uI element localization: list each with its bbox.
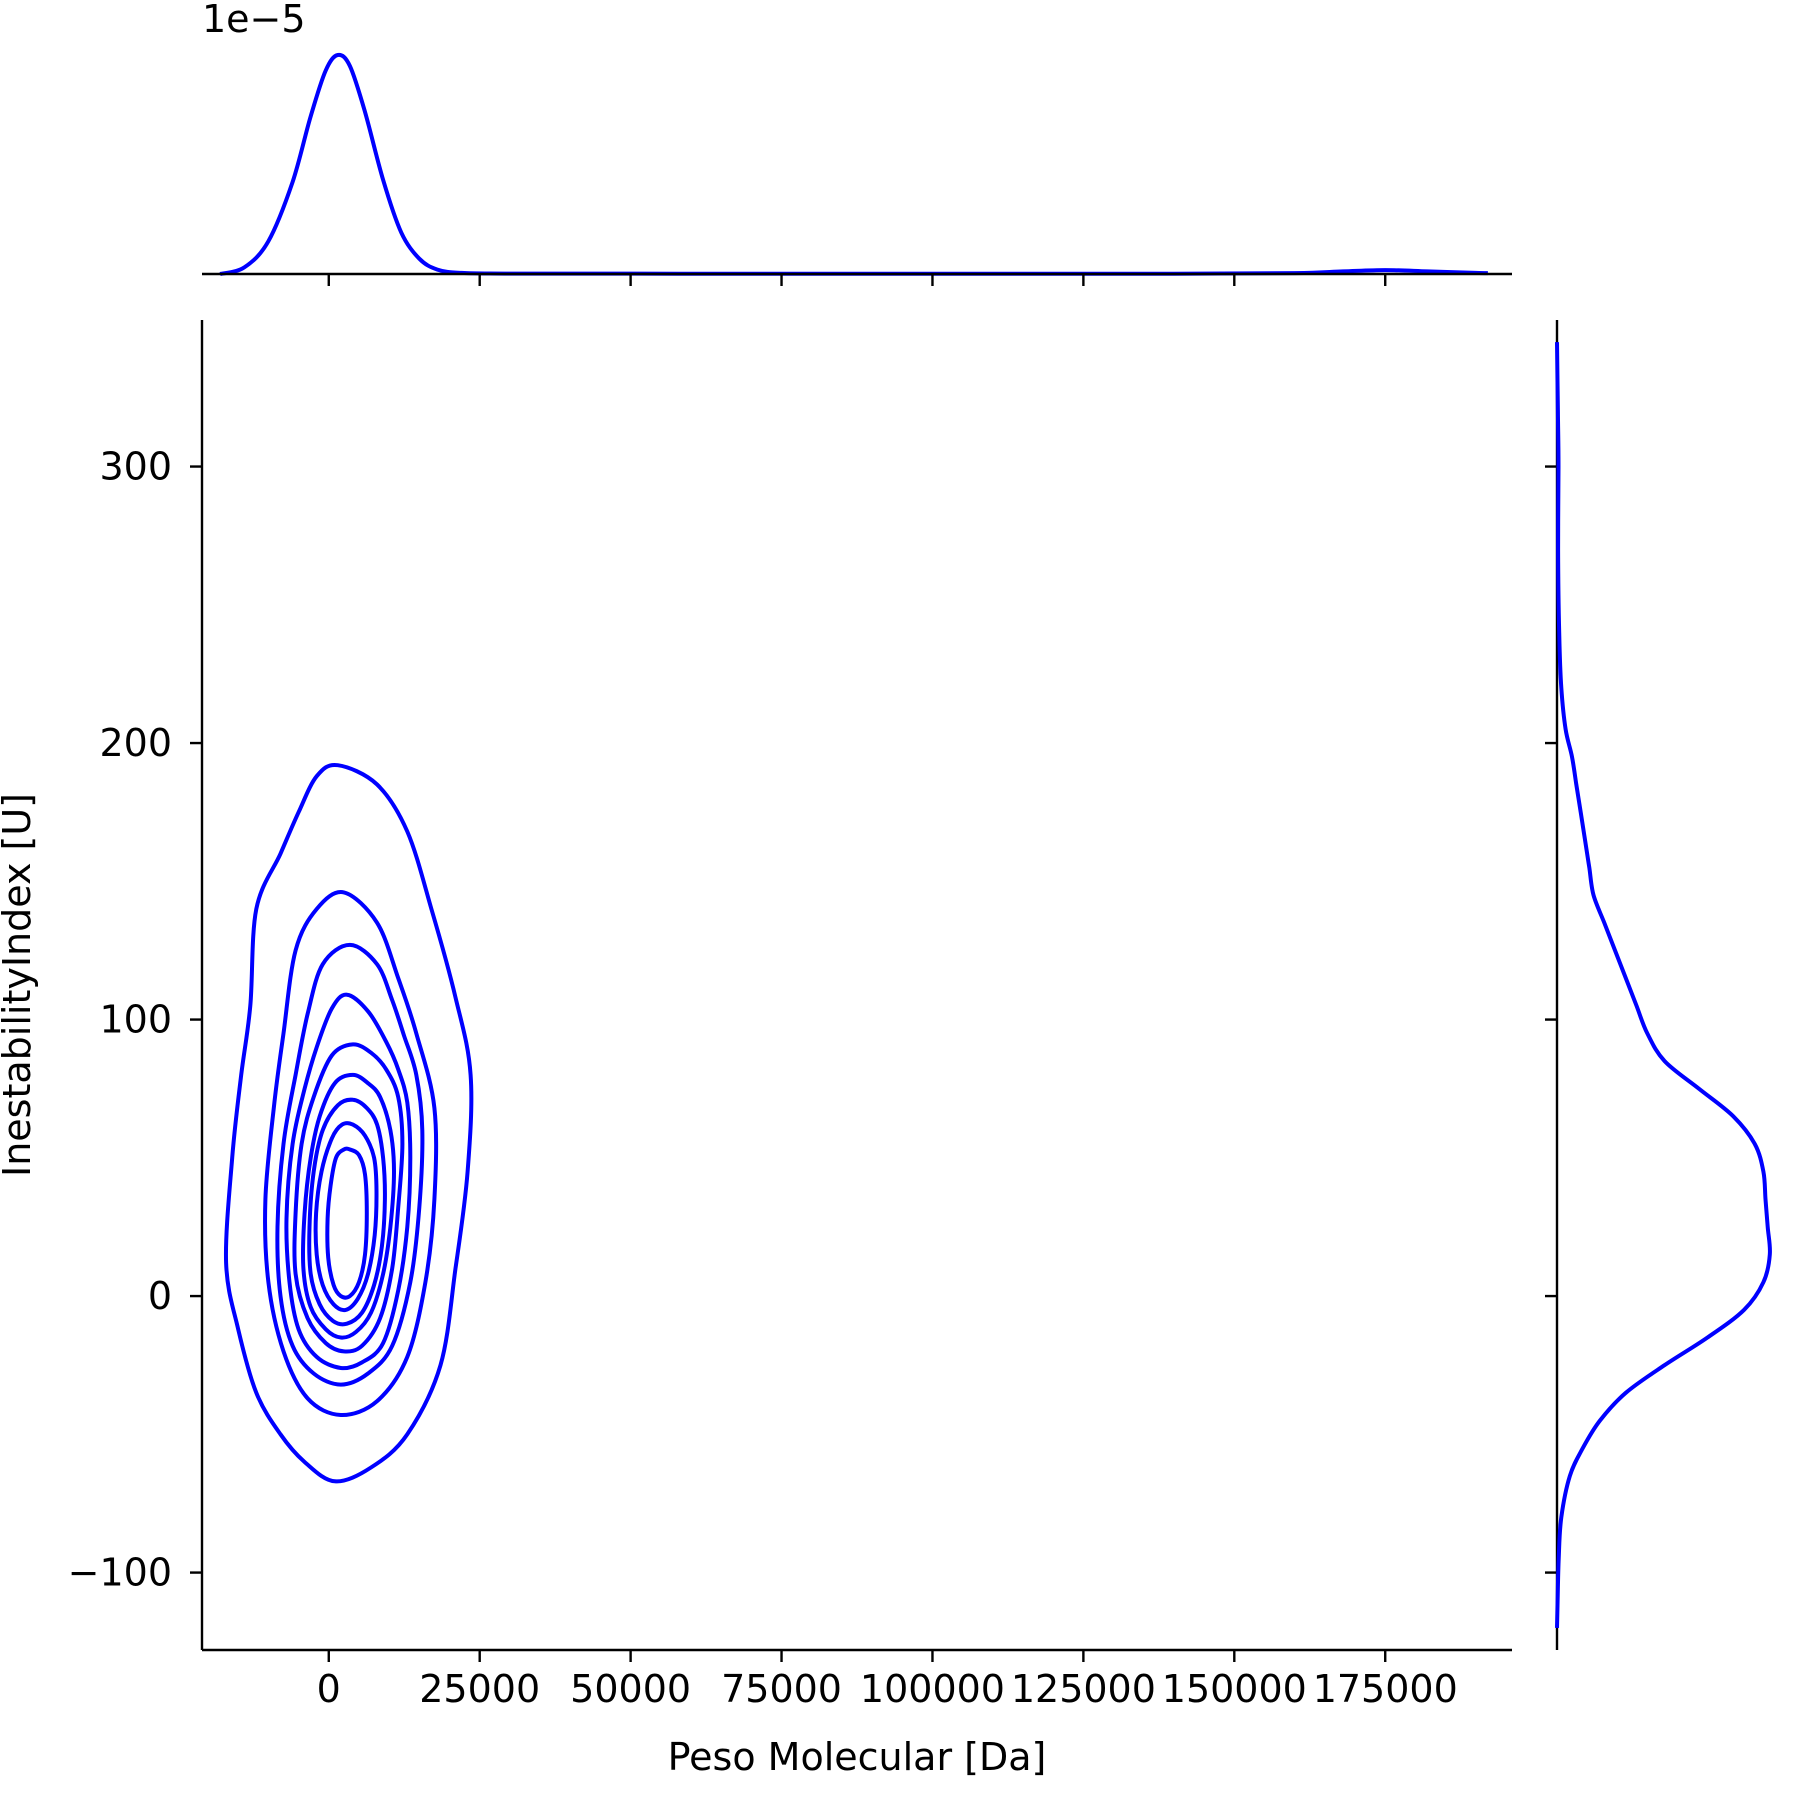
y-axis-title: InestabilityIndex [U] [0,793,39,1177]
x-tick-label: 25000 [419,1667,540,1711]
x-tick-label: 75000 [721,1667,842,1711]
x-tick-label: 175000 [1313,1667,1458,1711]
contour-level-1 [223,762,474,1484]
main-x-ticks: 0 25000 50000 75000 100000 125000 150000 175000 [317,1650,1458,1711]
top-marginal-x-ticks [327,274,1387,286]
y-tick-label: 100 [99,998,172,1042]
top-marginal: 1e−5 [202,0,1512,286]
main-panel: 0 25000 50000 75000 100000 125000 150000 175000… [0,320,1512,1779]
x-axis-title: Peso Molecular [Da] [668,1735,1047,1779]
x-tick-label: 125000 [1011,1667,1156,1711]
y-tick-label: 200 [99,721,172,765]
y-tick-label: 0 [148,1274,172,1318]
contour-level-9 [325,1146,369,1300]
contour-level-2 [263,890,439,1418]
kde-contours [223,762,474,1484]
contour-level-3 [275,942,425,1387]
contour-level-5 [292,1042,405,1354]
y-tick-label: −100 [68,1551,172,1595]
contour-level-8 [313,1121,379,1313]
contour-level-4 [284,992,413,1371]
x-tick-label: 50000 [570,1667,691,1711]
x-tick-label: 150000 [1162,1667,1307,1711]
contour-level-6 [300,1072,396,1340]
y-tick-label: 300 [99,445,172,489]
contour-level-7 [307,1097,387,1327]
x-tick-label: 0 [317,1667,341,1711]
offset-label: 1e−5 [202,0,306,41]
right-marginal-y-ticks [1545,465,1557,1574]
right-marginal-kde-curve [1555,342,1772,1628]
right-marginal [1545,320,1772,1650]
main-y-ticks: −100 0 100 200 300 [68,445,202,1595]
top-marginal-kde-curve [219,52,1488,276]
x-tick-label: 100000 [860,1667,1005,1711]
